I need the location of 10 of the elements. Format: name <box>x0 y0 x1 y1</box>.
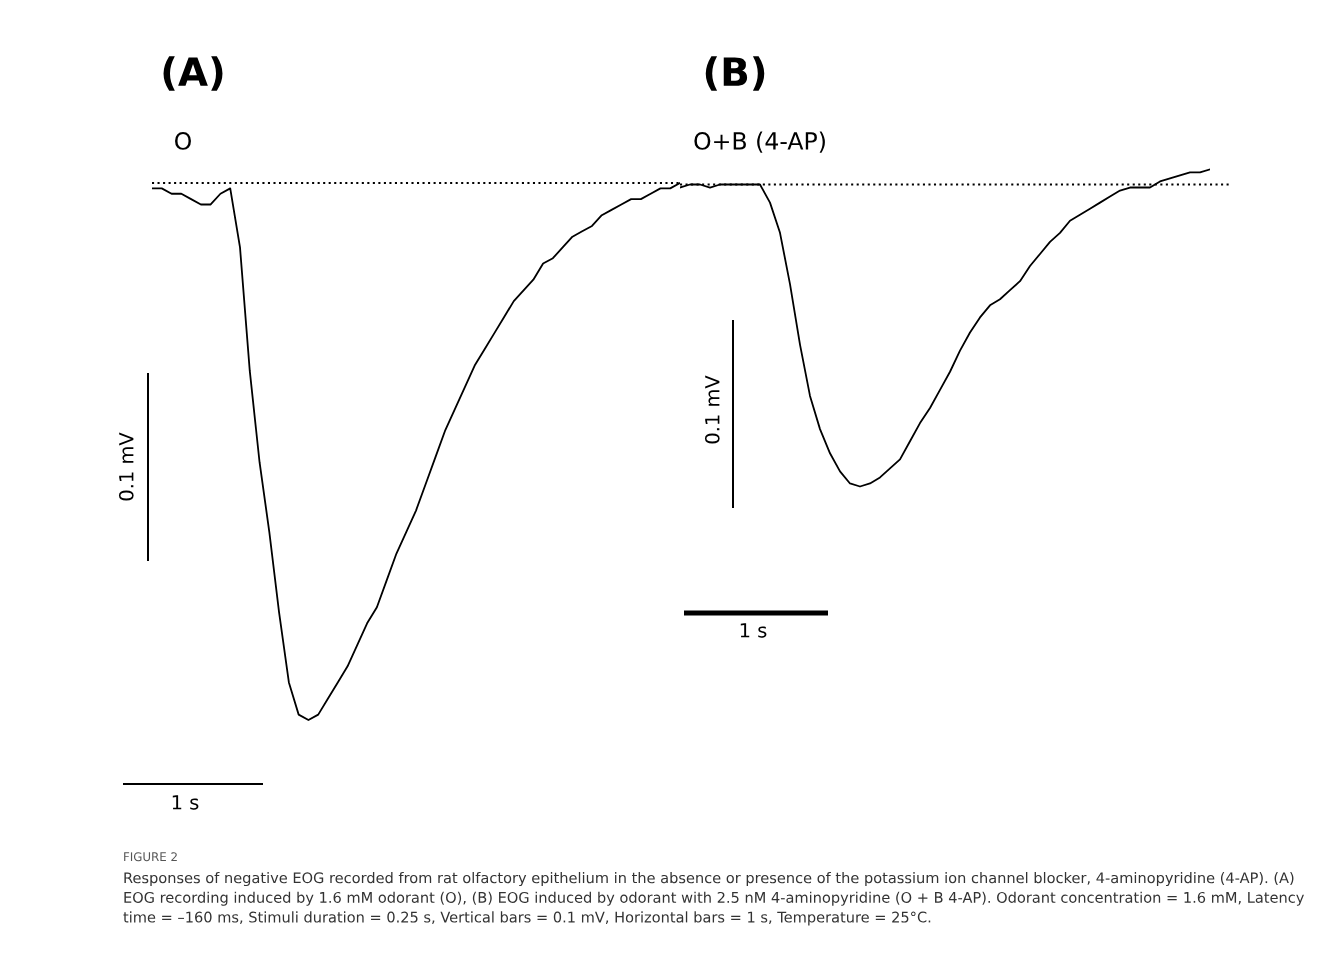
text: 1 s <box>172 795 199 810</box>
text: 1 s <box>740 623 767 638</box>
chart-subtitle: O+B (4-AP) <box>694 131 825 153</box>
chart-subtitle: O <box>175 131 191 150</box>
chart-title: (A) <box>163 56 223 91</box>
annotation: 0.1 mV <box>704 375 720 444</box>
chart-title: (B) <box>705 56 765 91</box>
text: 0.1 mV <box>118 432 134 501</box>
caption: FIGURE 2 <box>124 852 177 862</box>
text: Responses of negative EOG recorded from rat olfactory epithelium in the absence or presence of the potassium ion channel blocker, 4-aminopyridine (4-AP). (A) EOG recording induced by 1.6 mM odorant (O), (B) EOG induced by odorant with 2.5 nM 4-aminopyridine (O + B 4-AP). Odorant concentration = 1.6 mM, Latency time = –160 ms, Stimuli duration = 0.25 s, Vertical bars = 0.1 mV, Horizontal bars = 1 s, Temperature = 25°C. <box>123 872 1304 926</box>
